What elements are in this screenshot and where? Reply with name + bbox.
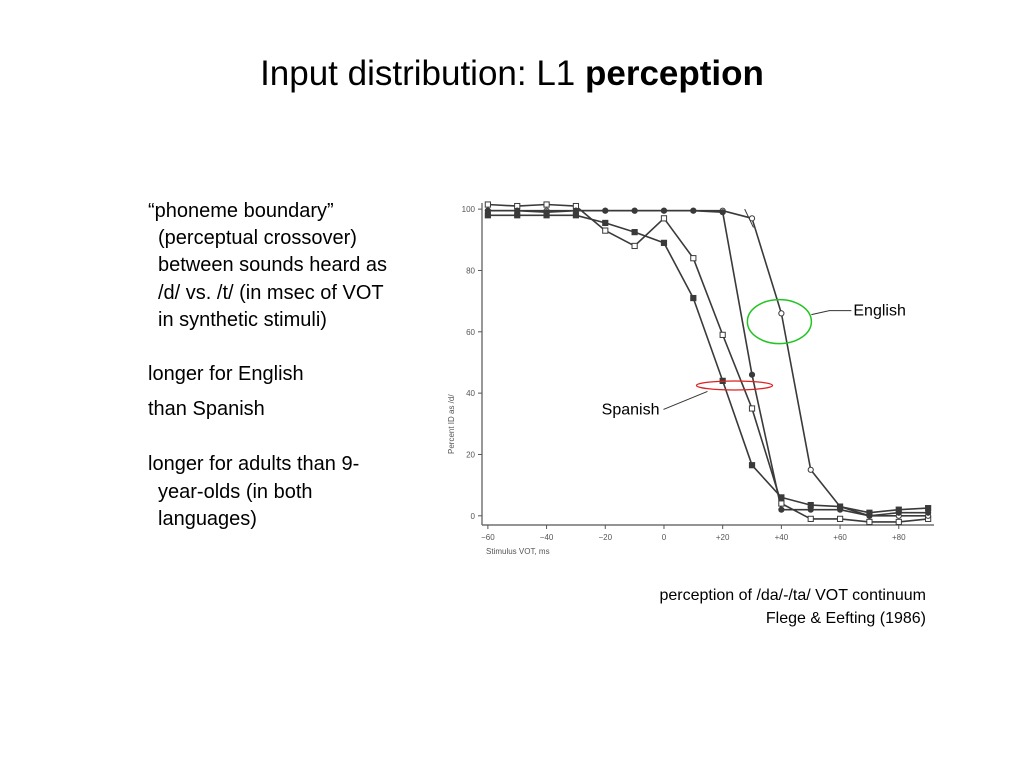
point-filled-circle bbox=[660, 207, 668, 214]
x-tick-label: +80 bbox=[892, 533, 906, 542]
point-open-square bbox=[836, 515, 844, 522]
figure-caption: perception of /da/-/ta/ VOT continuum Fl… bbox=[659, 584, 926, 630]
bullet-longer-english: longer for English bbox=[148, 363, 304, 386]
point-open-square bbox=[748, 405, 756, 412]
point-open-square bbox=[895, 518, 902, 526]
series-line-open-circle bbox=[487, 209, 929, 517]
point-open-square bbox=[778, 500, 785, 507]
point-open-square bbox=[807, 515, 814, 522]
point-open-square bbox=[543, 201, 550, 208]
point-filled-square bbox=[748, 462, 756, 469]
point-open-circle bbox=[807, 466, 814, 473]
slide-title: Input distribution: L1 perception bbox=[0, 52, 1024, 96]
x-tick-label: +40 bbox=[775, 533, 789, 542]
series-line-open-square bbox=[487, 203, 929, 523]
spanish-highlight-ellipse bbox=[695, 380, 774, 391]
y-tick-label: 100 bbox=[462, 205, 476, 214]
point-open-square bbox=[660, 215, 668, 222]
point-filled-square bbox=[778, 494, 785, 501]
point-filled-square bbox=[895, 506, 902, 513]
y-tick-label: 20 bbox=[466, 450, 475, 459]
bullet-longer-adults: longer for adults than 9-year-olds (in b… bbox=[148, 453, 360, 530]
spanish-label: Spanish bbox=[602, 401, 660, 418]
point-filled-square bbox=[836, 503, 844, 510]
point-filled-circle bbox=[690, 207, 697, 214]
title-regular: Input distribution: L1 bbox=[260, 54, 585, 93]
point-filled-square bbox=[807, 501, 814, 509]
point-open-square bbox=[719, 331, 726, 338]
english-callout-line bbox=[811, 310, 852, 316]
y-tick-label: 0 bbox=[471, 512, 476, 521]
y-tick-label: 80 bbox=[466, 266, 475, 275]
x-tick-label: 0 bbox=[662, 533, 667, 542]
point-open-square bbox=[602, 227, 609, 234]
series-line-filled-square bbox=[487, 214, 929, 514]
point-open-square bbox=[631, 242, 638, 250]
x-tick-label: −20 bbox=[598, 533, 612, 542]
point-filled-square bbox=[543, 212, 550, 219]
x-tick-label: +60 bbox=[833, 533, 847, 542]
y-axis-label: Percent ID as /d/ bbox=[447, 394, 456, 454]
point-filled-square bbox=[925, 505, 932, 512]
point-filled-square bbox=[572, 212, 580, 219]
point-filled-square bbox=[660, 239, 668, 246]
point-filled-circle bbox=[719, 209, 726, 216]
point-filled-square bbox=[866, 509, 873, 516]
bullet-than-spanish: than Spanish bbox=[148, 398, 265, 421]
x-tick-label: +20 bbox=[716, 533, 730, 542]
bullet-list: “phoneme boundary” (perceptual crossover… bbox=[144, 198, 404, 533]
bullet-phoneme-boundary: “phoneme boundary” (perceptual crossover… bbox=[148, 200, 388, 331]
caption-line-1: perception of /da/-/ta/ VOT continuum bbox=[659, 587, 926, 604]
x-tick-label: −60 bbox=[481, 533, 495, 542]
point-open-square bbox=[866, 518, 873, 526]
point-filled-circle bbox=[631, 207, 638, 214]
point-filled-circle bbox=[778, 506, 785, 513]
point-filled-circle bbox=[602, 207, 609, 214]
point-filled-square bbox=[514, 212, 521, 219]
spanish-callout-line bbox=[663, 391, 708, 410]
vot-identification-chart: 0 20 40 60 80 100 −60 −40 −20 0 +20 +40 +60 +80 Stimul… bbox=[447, 201, 934, 556]
english-label: English bbox=[853, 303, 905, 320]
english-highlight-ellipse bbox=[746, 298, 813, 345]
point-open-square bbox=[690, 255, 697, 262]
y-tick-label: 40 bbox=[466, 389, 475, 398]
point-filled-square bbox=[602, 219, 609, 227]
point-open-square bbox=[484, 201, 491, 208]
series-line-filled-circle bbox=[487, 209, 929, 517]
title-bold: perception bbox=[585, 54, 764, 93]
point-filled-square bbox=[690, 294, 697, 302]
x-tick-label: −40 bbox=[540, 533, 554, 542]
point-open-circle bbox=[778, 310, 785, 317]
stray-mark bbox=[744, 208, 754, 228]
point-filled-square bbox=[484, 212, 491, 219]
point-filled-square bbox=[631, 229, 638, 236]
point-filled-circle bbox=[748, 371, 756, 378]
caption-line-2: Flege & Eefting (1986) bbox=[765, 610, 926, 627]
y-tick-label: 60 bbox=[466, 328, 475, 337]
x-axis-label: Stimulus VOT, ms bbox=[486, 547, 550, 556]
